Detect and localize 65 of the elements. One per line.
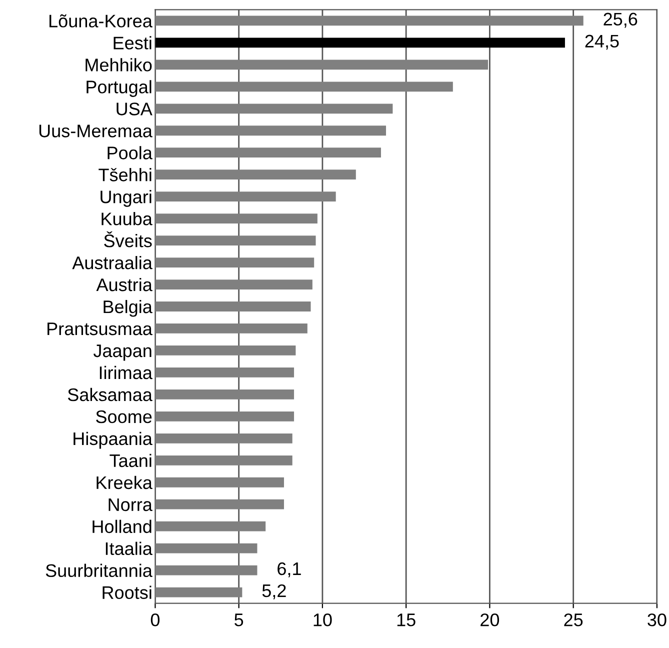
y-tick-label: Saksamaa [68, 388, 152, 402]
y-tick-label: Iirimaa [100, 366, 152, 380]
bar [155, 565, 258, 576]
data-label: 5,2 [262, 584, 286, 600]
y-tick-label: Rootsi [102, 586, 152, 600]
y-tick-label: Kreeka [96, 476, 152, 490]
y-tick-label: Belgia [104, 300, 152, 317]
bar [155, 389, 294, 400]
y-tick-label: Prantsusmaa [48, 322, 152, 336]
bar [155, 126, 386, 136]
data-label: 25,6 [604, 12, 638, 28]
y-tick-label: Norra [108, 498, 152, 512]
x-tick-label: 15 [397, 614, 416, 626]
bar [155, 170, 356, 180]
bar [155, 521, 266, 532]
bar [155, 60, 488, 70]
y-tick-label: Austraalia [72, 256, 152, 270]
bar [155, 148, 381, 158]
bar [155, 411, 294, 422]
bar [155, 587, 242, 598]
x-tick-label: 5 [234, 614, 244, 626]
y-tick-label: Jaapan [93, 344, 152, 361]
data-label: 6,1 [278, 562, 301, 578]
bar [155, 236, 316, 246]
bar [155, 192, 336, 202]
y-tick-label: Mehhiko [86, 58, 152, 72]
bar [155, 455, 292, 466]
bar [155, 302, 311, 312]
x-tick-label: 30 [648, 613, 666, 626]
y-tick-label: Hispaania [74, 432, 152, 449]
x-tick-label: 0 [150, 613, 160, 626]
bar [155, 543, 258, 554]
y-tick-label: Itaalia [106, 542, 152, 556]
bar [155, 324, 308, 334]
bar [155, 346, 296, 356]
y-tick-label: Tšehhi [98, 168, 152, 182]
bar [155, 38, 565, 48]
bar [155, 368, 294, 378]
bar [155, 214, 318, 224]
bar [155, 477, 284, 488]
bar [155, 104, 393, 114]
y-tick-label: Šveits [104, 231, 152, 248]
bar [155, 499, 284, 510]
bar [155, 258, 314, 268]
data-label: 24,5 [585, 34, 619, 50]
y-tick-label: Uus-Meremaa [39, 124, 152, 138]
x-tick-label: 25 [564, 613, 583, 626]
y-tick-label: Poola [108, 146, 152, 160]
y-tick-label: Lõuna-Korea [50, 14, 152, 28]
bar [155, 433, 292, 444]
y-tick-label: Taani [110, 454, 152, 468]
y-tick-label: Suurbritannia [46, 564, 152, 578]
x-tick-label: 20 [480, 613, 500, 626]
y-tick-label: USA [116, 102, 152, 116]
y-tick-label: Ungari [100, 190, 152, 207]
x-tick-label: 10 [314, 613, 332, 626]
bar [155, 82, 453, 92]
y-tick-label: Austria [96, 278, 152, 292]
bar [155, 280, 312, 290]
y-tick-label: Holland [92, 520, 152, 534]
bar [155, 16, 584, 26]
y-tick-label: Eesti [114, 36, 152, 50]
y-tick-label: Kuuba [102, 212, 152, 226]
y-tick-label: Soome [96, 410, 152, 424]
y-tick-label: Portugal [86, 80, 152, 97]
